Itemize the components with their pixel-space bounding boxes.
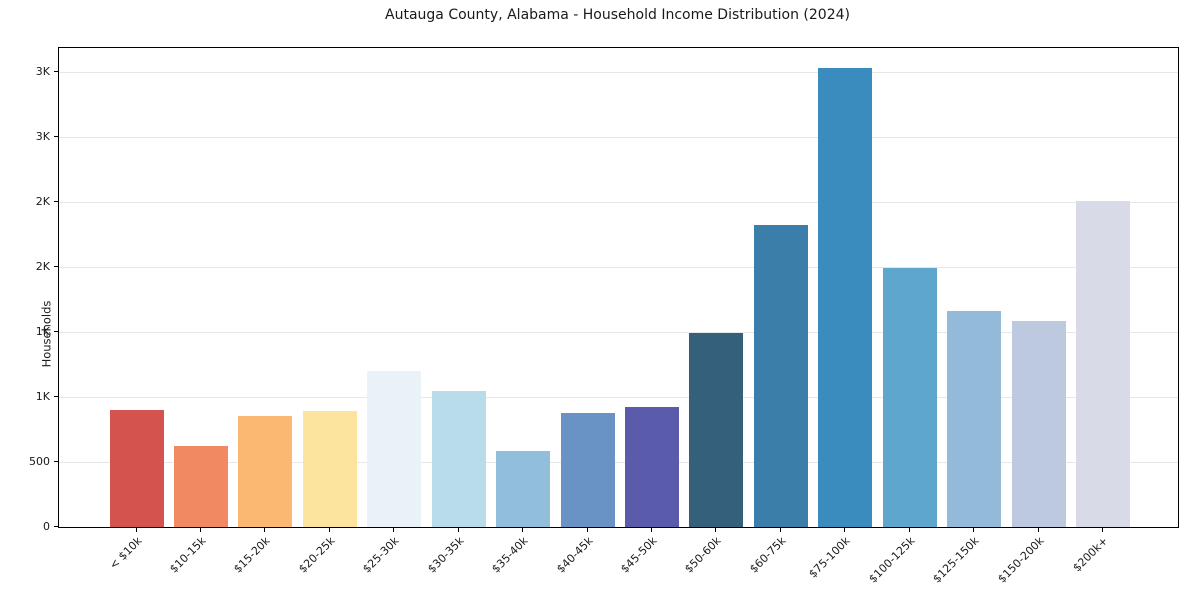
- chart-title: Autauga County, Alabama - Household Inco…: [385, 7, 850, 23]
- x-tick-mark: [1037, 527, 1039, 532]
- bar-75-100k: [818, 67, 873, 527]
- x-tick-mark: [457, 527, 459, 532]
- gridline: [59, 396, 1178, 398]
- y-tick-label: 2K: [35, 194, 50, 208]
- y-tick-mark: [54, 461, 58, 462]
- y-tick-mark: [54, 396, 58, 397]
- y-tick-label: 1K: [35, 324, 50, 338]
- gridline: [59, 201, 1178, 203]
- x-tick-mark: [973, 527, 975, 532]
- y-tick-mark: [54, 136, 58, 138]
- x-tick-label: < $10k: [106, 534, 144, 572]
- y-tick-label: 3K: [35, 129, 50, 143]
- bar-35-40k: [496, 450, 551, 527]
- x-tick-mark: [715, 527, 717, 532]
- y-tick-mark: [54, 201, 58, 203]
- y-tick-label: 0: [43, 519, 50, 533]
- y-tick-label: 3K: [35, 64, 50, 78]
- x-tick-mark: [328, 527, 330, 532]
- y-tick-label: 500: [29, 454, 50, 468]
- x-tick-mark: [135, 527, 137, 532]
- x-tick-mark: [586, 527, 588, 532]
- gridline: [59, 71, 1178, 73]
- x-tick-mark: [264, 527, 266, 532]
- bar-25-30k: [367, 371, 422, 527]
- y-tick-mark: [54, 266, 58, 268]
- x-tick-mark: [650, 527, 652, 532]
- gridline: [59, 266, 1178, 268]
- y-tick-mark: [54, 71, 58, 73]
- bar-150-200k: [1011, 320, 1066, 527]
- gridline: [59, 461, 1178, 463]
- x-tick-mark: [779, 527, 781, 532]
- x-tick-mark: [522, 527, 524, 532]
- bar-100-125k: [882, 268, 937, 527]
- gridline: [59, 136, 1178, 138]
- bar-200k: [1075, 201, 1130, 527]
- bar-10-15k: [173, 445, 228, 527]
- bar-45-50k: [624, 407, 679, 527]
- x-tick-mark: [908, 527, 910, 532]
- gridline: [59, 331, 1178, 333]
- bar-50-60k: [689, 332, 744, 527]
- x-tick-mark: [844, 527, 846, 532]
- y-tick-mark: [54, 526, 58, 527]
- x-tick-mark: [199, 527, 201, 532]
- bar-125-150k: [947, 311, 1002, 527]
- plot-area: Households: [39, 47, 1179, 528]
- y-tick-label: 2K: [35, 259, 50, 273]
- bar-40-45k: [560, 413, 615, 527]
- y-tick-label: 1K: [35, 389, 50, 403]
- y-tick-mark: [54, 331, 58, 333]
- bar-10k: [109, 410, 164, 527]
- x-tick-mark: [1101, 527, 1103, 532]
- bar-20-25k: [302, 411, 357, 527]
- x-tick-mark: [393, 527, 395, 532]
- bar-30-35k: [431, 390, 486, 527]
- bar-60-75k: [753, 225, 808, 527]
- bar-15-20k: [238, 415, 293, 527]
